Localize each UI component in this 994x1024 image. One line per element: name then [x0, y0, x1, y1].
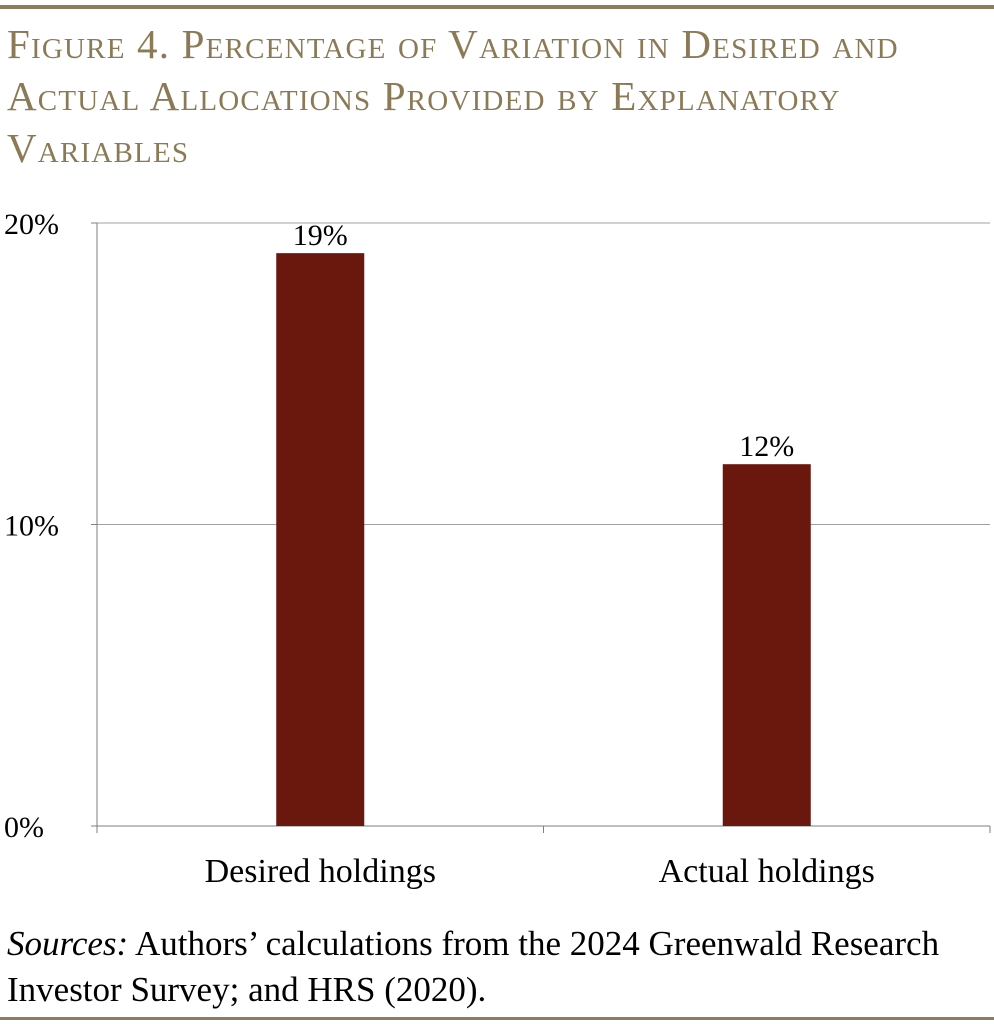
figure-title: Figure 4. Percentage of Variation in Des… [7, 21, 899, 171]
category-label: Actual holdings [659, 853, 875, 890]
data-label: 12% [739, 430, 794, 463]
figure-sources: Sources: Authors’ calculations from the … [7, 921, 977, 1013]
bar [276, 253, 365, 826]
y-tick-label: 10% [4, 510, 59, 543]
bar-chart: 0% 10% 20% 19% Desired holdings 12% Actual hol… [4, 208, 991, 890]
category-label: Desired holdings [205, 853, 436, 890]
data-label: 19% [293, 219, 348, 252]
top-rule [0, 5, 994, 9]
bar [722, 464, 811, 826]
sources-label: Sources: [7, 924, 129, 963]
y-tick-label: 20% [4, 208, 59, 241]
bottom-rule [0, 1017, 994, 1020]
y-tick-label: 0% [4, 811, 44, 844]
sources-text: Authors’ calculations from the 2024 Gree… [7, 924, 940, 1009]
